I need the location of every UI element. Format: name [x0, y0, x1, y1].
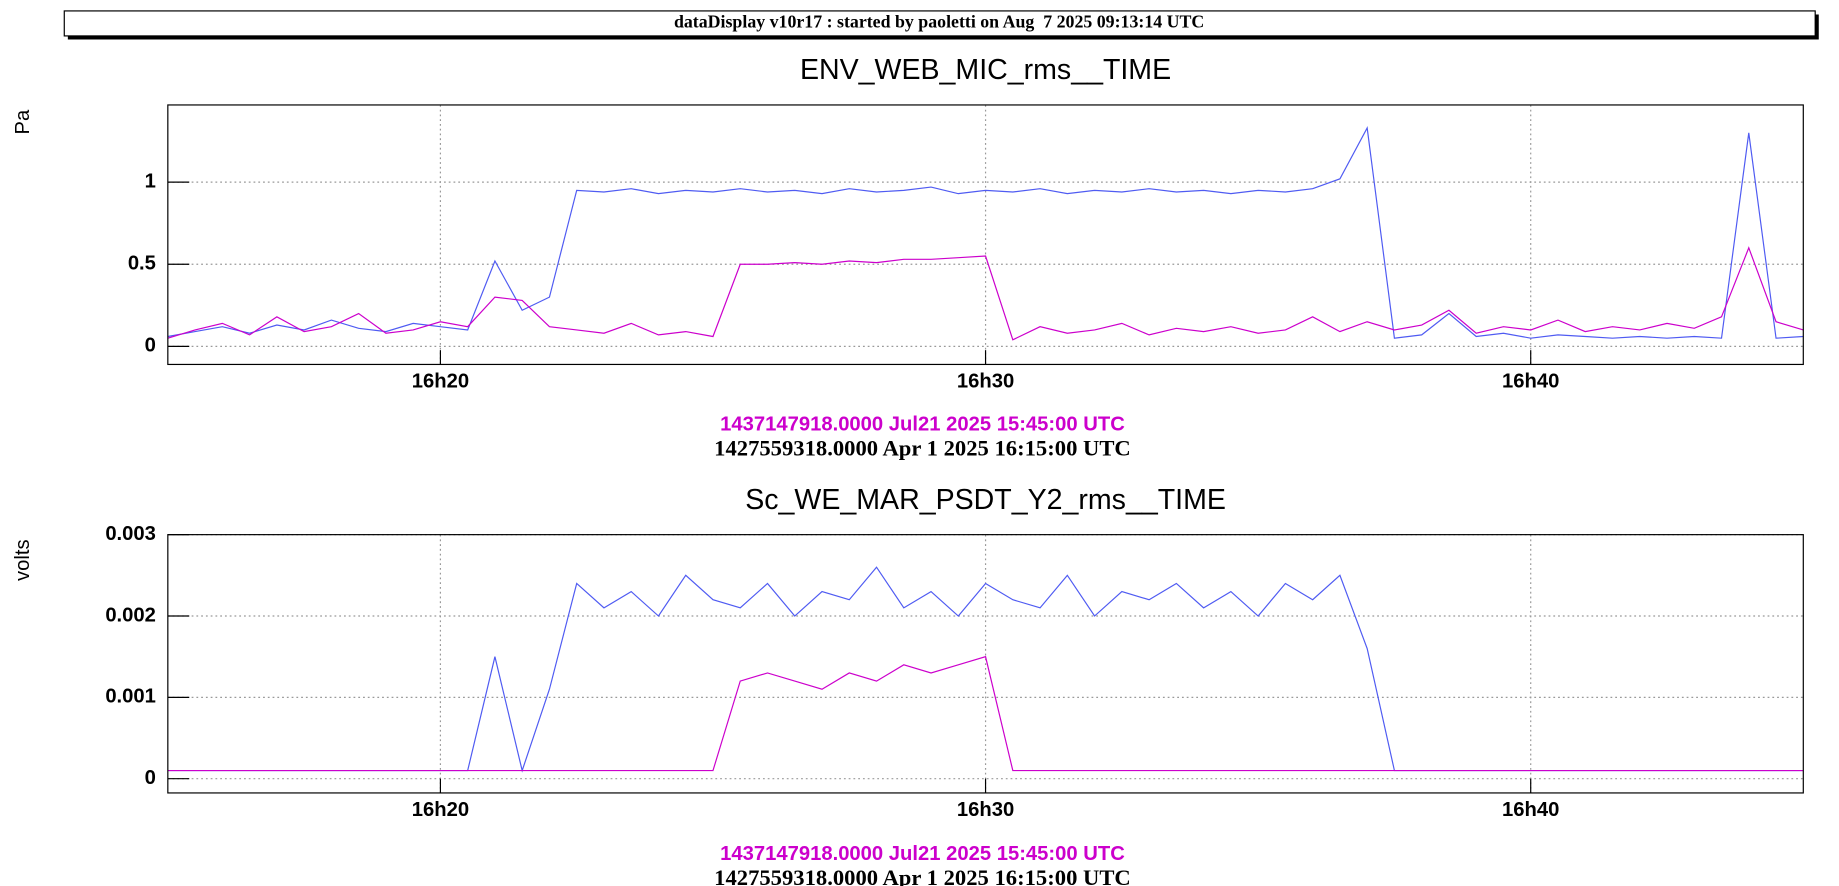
- y-axis-label: Pa: [12, 109, 34, 134]
- plot-frame: [167, 104, 1804, 366]
- y-tick-label: 0: [145, 767, 156, 789]
- y-tick-label: 1: [145, 170, 156, 192]
- header-box: [63, 10, 1816, 37]
- x-tick-label: 16h30: [957, 799, 1014, 821]
- series-line: [167, 126, 1804, 339]
- y-tick-label: 0.001: [105, 686, 156, 708]
- y-axis-label: volts: [12, 539, 34, 581]
- legend-entry: 1437147918.0000 Jul21 2025 15:45:00 UTC: [720, 843, 1125, 865]
- x-tick-label: 16h20: [412, 371, 469, 393]
- legend-entry: 1427559318.0000 Apr 1 2025 16:15:00 UTC: [714, 435, 1131, 460]
- y-tick-label: 0.003: [105, 523, 156, 545]
- y-tick-label: 0.002: [105, 604, 156, 626]
- legend-entry: 1427559318.0000 Apr 1 2025 16:15:00 UTC: [714, 865, 1131, 886]
- x-tick-label: 16h40: [1502, 799, 1559, 821]
- x-tick-label: 16h30: [957, 371, 1014, 393]
- legend-entry: 1437147918.0000 Jul21 2025 15:45:00 UTC: [720, 413, 1125, 435]
- y-tick-label: 0: [145, 335, 156, 357]
- x-tick-label: 16h20: [412, 799, 469, 821]
- series-line: [167, 655, 1804, 772]
- series-line: [167, 246, 1804, 341]
- chart-title: Sc_WE_MAR_PSDT_Y2_rms__TIME: [745, 484, 1226, 516]
- header-text: dataDisplay v10r17 : started by paoletti…: [674, 12, 1204, 32]
- x-tick-label: 16h40: [1502, 371, 1559, 393]
- plot-frame: [167, 534, 1804, 794]
- chart-title: ENV_WEB_MIC_rms__TIME: [800, 54, 1171, 86]
- y-tick-label: 0.5: [128, 253, 156, 275]
